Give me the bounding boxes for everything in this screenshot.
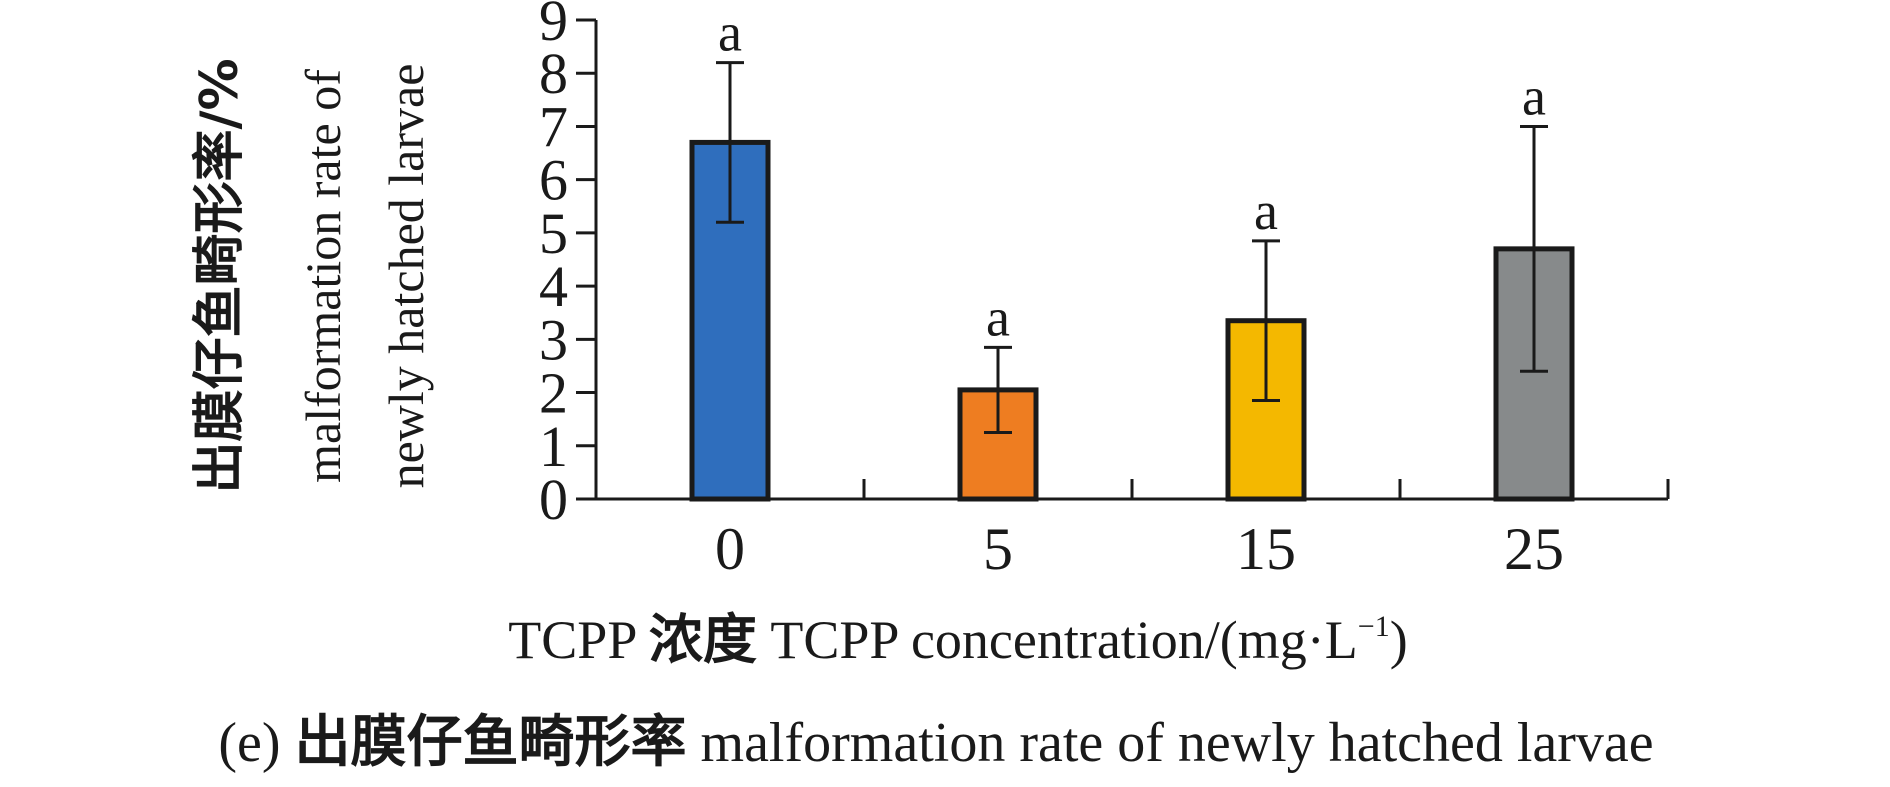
- y-tick-label: 3: [539, 307, 568, 372]
- y-tick-label: 2: [539, 361, 568, 426]
- x-tick-label-25: 25: [1504, 516, 1564, 582]
- y-axis-title: 出膜仔鱼畸形率/% malformation rate of newly hat…: [190, 58, 434, 493]
- caption-tag: (e): [218, 712, 280, 774]
- significance-letter-25: a: [1522, 66, 1546, 126]
- y-tick-label: 7: [539, 94, 568, 159]
- x-tick-label-0: 0: [715, 516, 745, 582]
- significance-letter-0: a: [718, 3, 742, 63]
- y-tick-label: 4: [539, 254, 568, 319]
- y-tick-label: 9: [539, 0, 568, 53]
- y-tick-label: 8: [539, 41, 568, 106]
- x-axis-title-unit: L: [1325, 610, 1358, 670]
- x-axis-title-cn: 浓度: [649, 608, 757, 671]
- x-axis-title: TCPP 浓度 TCPP concentration/(mg·L−1): [508, 608, 1407, 671]
- x-axis-title-prefix: TCPP: [508, 610, 635, 670]
- figure-caption: (e) 出膜仔鱼畸形率 malformation rate of newly h…: [218, 710, 1653, 775]
- caption-en: malformation rate of newly hatched larva…: [701, 712, 1654, 774]
- y-tick-label: 0: [539, 467, 568, 532]
- x-tick-label-15: 15: [1236, 516, 1296, 582]
- y-axis-title-cn: 出膜仔鱼畸形率/%: [190, 58, 250, 493]
- y-tick-label: 5: [539, 201, 568, 266]
- y-axis-title-en-line2: newly hatched larvae: [378, 64, 434, 489]
- significance-letter-5: a: [986, 287, 1010, 347]
- x-axis-title-en: TCPP concentration/(mg: [770, 610, 1306, 670]
- caption-cn: 出膜仔鱼畸形率: [295, 710, 687, 775]
- x-axis-title-close: ): [1390, 610, 1408, 670]
- y-tick-label: 6: [539, 148, 568, 213]
- x-axis-title-dot: ·: [1307, 610, 1325, 670]
- y-axis-title-en-line1: malformation rate of: [295, 69, 351, 483]
- x-tick-label-5: 5: [983, 516, 1013, 582]
- x-axis-title-sup: −1: [1358, 610, 1390, 643]
- y-tick-label: 1: [539, 414, 568, 479]
- significance-letter-15: a: [1254, 181, 1278, 241]
